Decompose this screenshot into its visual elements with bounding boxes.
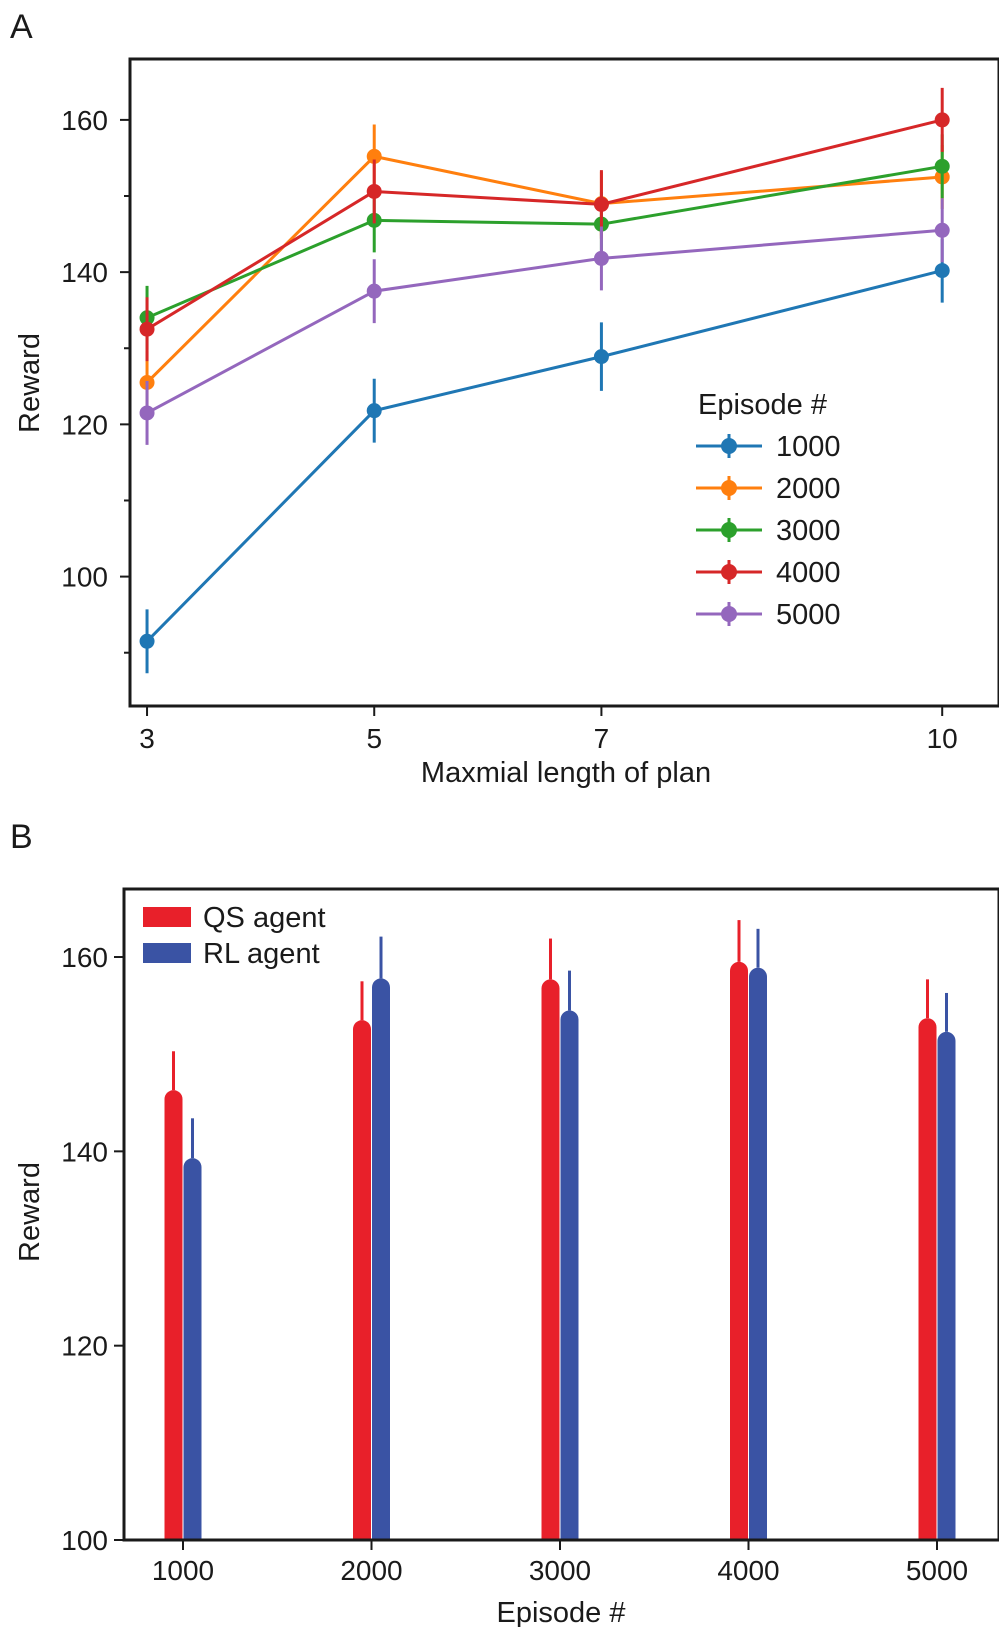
bar (164, 1090, 183, 1540)
data-point (593, 250, 609, 266)
panel-b-y-axis: 100 120 140 160 (61, 942, 124, 1556)
legend-label: 2000 (776, 473, 841, 505)
data-point (139, 321, 155, 337)
legend-label: 5000 (776, 599, 841, 631)
panel-b-x-axis: 1000 2000 3000 4000 5000 (152, 1540, 968, 1586)
legend-label: QS agent (203, 902, 326, 934)
legend-marker (721, 606, 737, 622)
series-line (146, 228, 943, 415)
panel-a-series (139, 87, 950, 674)
y-tick-label: 100 (61, 1525, 108, 1556)
series-RL-agent (183, 928, 956, 1540)
y-tick-label: 140 (61, 1136, 108, 1167)
data-point (934, 112, 950, 128)
data-point (934, 158, 950, 174)
data-point (366, 283, 382, 299)
series-5000 (139, 198, 950, 445)
panel-a-plot-frame (128, 57, 999, 708)
y-tick-label: 100 (61, 562, 108, 593)
data-point (934, 222, 950, 238)
bar (560, 1010, 579, 1540)
bar (937, 1031, 956, 1540)
data-point (139, 633, 155, 649)
panel-b-bar-chart: B 100 120 140 160 1000 2000 3000 4000 5000 Epis… (10, 818, 999, 1627)
x-tick-label: 7 (594, 723, 610, 754)
panel-a-y-axis-title: Reward (14, 333, 46, 433)
data-point (934, 263, 950, 279)
panel-b-x-axis-title: Episode # (497, 1597, 626, 1627)
panel-b-y-axis-title: Reward (14, 1162, 46, 1262)
legend-swatch (143, 943, 191, 963)
y-tick-label: 140 (61, 257, 108, 288)
legend-marker (721, 564, 737, 580)
panel-a-x-axis-title: Maxmial length of plan (421, 757, 711, 789)
series-QS-agent (164, 920, 937, 1540)
panel-a-legend-title: Episode # (698, 389, 827, 421)
x-tick-label: 3 (139, 723, 155, 754)
series-3000 (139, 134, 950, 350)
bar (353, 1020, 371, 1540)
x-tick-label: 5 (366, 723, 382, 754)
legend-label: 4000 (776, 557, 841, 589)
x-tick-label: 2000 (340, 1555, 402, 1586)
bar (183, 1158, 202, 1540)
data-point (139, 405, 155, 421)
panel-b-bars (164, 920, 956, 1540)
bar (541, 979, 560, 1540)
x-tick-label: 1000 (152, 1555, 214, 1586)
bar (918, 1018, 937, 1540)
x-tick-label: 3000 (529, 1555, 591, 1586)
series-line (146, 118, 943, 331)
panel-a-line-chart: A 100 120 140 160 3 5 7 10 Maxmial length of p… (10, 8, 999, 789)
y-tick-label: 120 (61, 1331, 108, 1362)
legend-marker (721, 480, 737, 496)
y-tick-label: 160 (61, 942, 108, 973)
data-point (366, 183, 382, 199)
panel-a-y-axis: 100 120 140 160 (61, 105, 130, 654)
legend-label: 1000 (776, 431, 841, 463)
legend-marker (721, 438, 737, 454)
legend-marker (721, 522, 737, 538)
data-point (366, 403, 382, 419)
data-point (593, 196, 609, 212)
y-tick-label: 160 (61, 105, 108, 136)
panel-a-label: A (10, 8, 33, 46)
x-tick-label: 5000 (906, 1555, 968, 1586)
legend-label: RL agent (203, 938, 320, 970)
bar (372, 978, 390, 1540)
panel-b-label: B (10, 818, 33, 856)
panel-a-x-axis: 3 5 7 10 (139, 706, 958, 754)
panel-a-legend: Episode # 1000 2000 3000 4000 5000 (696, 389, 841, 631)
y-tick-label: 120 (61, 409, 108, 440)
bar (749, 967, 767, 1540)
panel-b-plot-frame (122, 887, 999, 1542)
panel-b-legend: QS agent RL agent (143, 902, 326, 970)
bar (730, 961, 748, 1540)
x-tick-label: 4000 (717, 1555, 779, 1586)
data-point (366, 148, 382, 164)
series-line (146, 164, 943, 320)
legend-label: 3000 (776, 515, 841, 547)
series-line (145, 269, 943, 643)
legend-swatch (143, 907, 191, 927)
x-tick-label: 10 (927, 723, 958, 754)
data-point (593, 349, 609, 365)
